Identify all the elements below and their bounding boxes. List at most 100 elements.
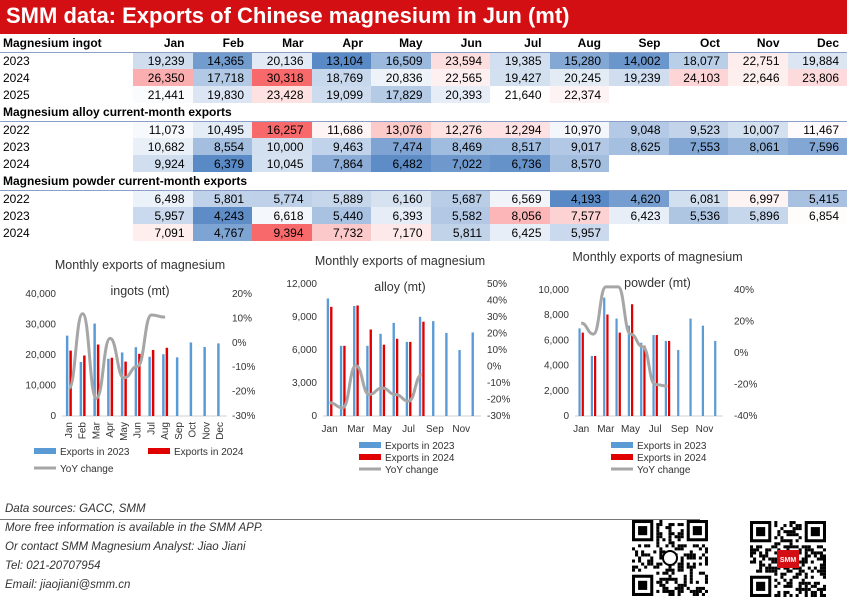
table-cell: 19,239 <box>133 52 193 69</box>
table-cell: 12,276 <box>430 121 490 138</box>
qr-module <box>759 560 763 564</box>
qr-module <box>807 548 811 552</box>
qr-module <box>674 580 678 584</box>
qr-module <box>650 556 654 560</box>
qr-module <box>777 581 781 585</box>
bar <box>203 346 206 416</box>
table-cell: 4,620 <box>609 190 669 207</box>
qr-module <box>665 544 669 548</box>
qr-module <box>822 569 826 573</box>
table-cell: 5,415 <box>787 190 847 207</box>
qr-module <box>789 569 793 573</box>
qr-module <box>786 545 790 549</box>
x-tick-label: Sep <box>671 424 689 435</box>
row-year: 2024 <box>3 225 30 240</box>
bar <box>134 347 138 416</box>
qr-module <box>659 583 663 587</box>
bar <box>148 356 151 416</box>
qr-module <box>792 566 796 570</box>
bar <box>458 350 461 416</box>
qr-module <box>701 553 705 557</box>
qr-module <box>680 529 684 533</box>
bar <box>107 358 110 416</box>
qr-module <box>671 592 675 596</box>
row-year: 2023 <box>3 139 30 154</box>
qr-module <box>668 526 672 530</box>
qr-module <box>759 551 763 555</box>
table-cell <box>609 224 669 241</box>
qr-module <box>774 545 778 549</box>
table-cell: 26,350 <box>133 69 193 86</box>
qr-module <box>641 553 645 557</box>
bar <box>124 361 127 416</box>
wechat-qr-code[interactable]: SMM <box>750 521 830 597</box>
app-qr-code[interactable] <box>632 520 708 596</box>
qr-module <box>656 523 660 527</box>
qr-module <box>777 566 781 570</box>
qr-module <box>647 544 651 548</box>
qr-module <box>771 566 775 570</box>
qr-module <box>671 544 675 548</box>
qr-module <box>798 560 802 564</box>
y-tick-label: 10,000 <box>25 381 56 392</box>
qr-module <box>822 593 826 597</box>
table-cell: 6,160 <box>371 190 431 207</box>
table-row: 2024 9,924 6,379 10,045 7,864 6,482 7,022 6,736… <box>0 155 847 172</box>
x-tick-label: Aug <box>160 422 171 440</box>
qr-module <box>677 538 681 542</box>
table-row: 2024 26,350 17,718 30,318 18,769 20,836 22,565… <box>0 69 847 86</box>
table-row: 2022 11,073 10,495 16,257 11,686 13,076 12,276… <box>0 121 847 138</box>
table-row: 2022 6,498 5,801 5,774 5,889 6,160 5,687 6,569 4… <box>0 190 847 207</box>
qr-module <box>695 580 699 584</box>
bar <box>65 335 69 416</box>
qr-module <box>822 566 826 570</box>
table-cell: 19,099 <box>311 86 371 103</box>
qr-module <box>671 532 675 536</box>
section-header: Magnesium ingot Jan Feb Mar Apr May Jun Jul Aug S… <box>0 34 847 53</box>
qr-module <box>753 560 757 564</box>
section-label: Magnesium powder current-month exports <box>0 172 847 191</box>
qr-module <box>677 547 681 551</box>
qr-module <box>689 577 693 581</box>
qr-module <box>795 575 799 579</box>
qr-module <box>789 521 793 525</box>
table-cell: 23,806 <box>787 69 847 86</box>
x-tick-label: Jun <box>133 422 144 438</box>
qr-module <box>822 560 826 564</box>
bar <box>677 350 680 416</box>
qr-module <box>819 557 823 561</box>
qr-module <box>677 544 681 548</box>
table-cell: 12,294 <box>490 121 550 138</box>
table-cell: 9,523 <box>668 121 728 138</box>
legend-label: Exports in 2024 <box>637 453 707 464</box>
legend-label: YoY change <box>637 465 691 476</box>
qr-module <box>674 535 678 539</box>
table-cell: 6,854 <box>787 207 847 224</box>
qr-module <box>798 548 802 552</box>
qr-module <box>777 550 799 568</box>
qr-module <box>750 554 754 558</box>
month-header: Sep <box>609 34 669 53</box>
qr-module <box>704 589 708 593</box>
legend-label: Exports in 2023 <box>637 441 707 452</box>
table-row: 2024 7,091 4,767 9,394 7,732 7,170 5,811 6,425 5… <box>0 224 847 241</box>
qr-module <box>819 545 823 549</box>
table-cell: 7,596 <box>787 138 847 155</box>
qr-module <box>680 565 684 569</box>
qr-module <box>671 589 675 593</box>
qr-module <box>822 548 826 552</box>
qr-module <box>774 593 778 597</box>
table-cell: 22,374 <box>549 86 609 103</box>
qr-module <box>804 593 808 597</box>
bar <box>165 347 169 416</box>
qr-module <box>801 569 805 573</box>
bar <box>640 342 643 416</box>
bar <box>382 344 386 416</box>
table-cell: 19,239 <box>609 69 669 86</box>
qr-module <box>819 572 823 576</box>
qr-module <box>668 523 672 527</box>
qr-module <box>680 556 684 560</box>
qr-module <box>665 589 669 593</box>
qr-module <box>665 571 669 575</box>
qr-module <box>635 550 639 554</box>
